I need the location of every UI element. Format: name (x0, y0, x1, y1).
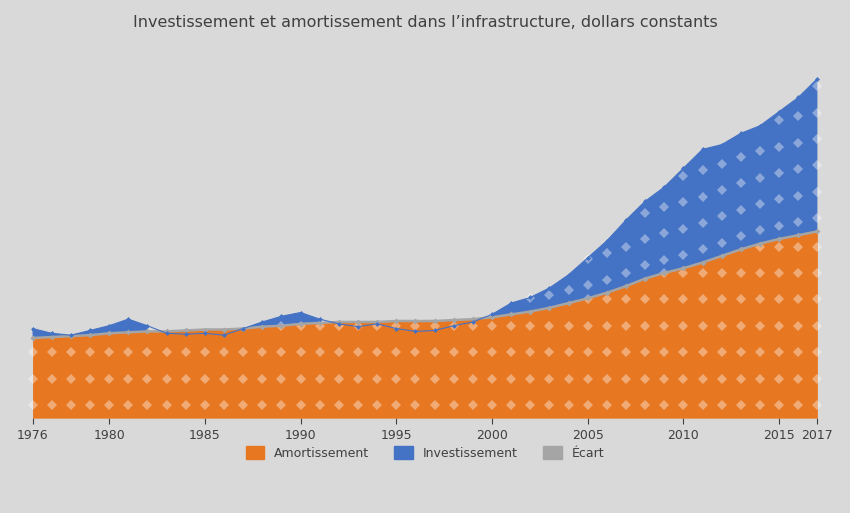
Legend: Amortissement, Investissement, Écart: Amortissement, Investissement, Écart (241, 441, 609, 465)
Title: Investissement et amortissement dans l’infrastructure, dollars constants: Investissement et amortissement dans l’i… (133, 15, 717, 30)
